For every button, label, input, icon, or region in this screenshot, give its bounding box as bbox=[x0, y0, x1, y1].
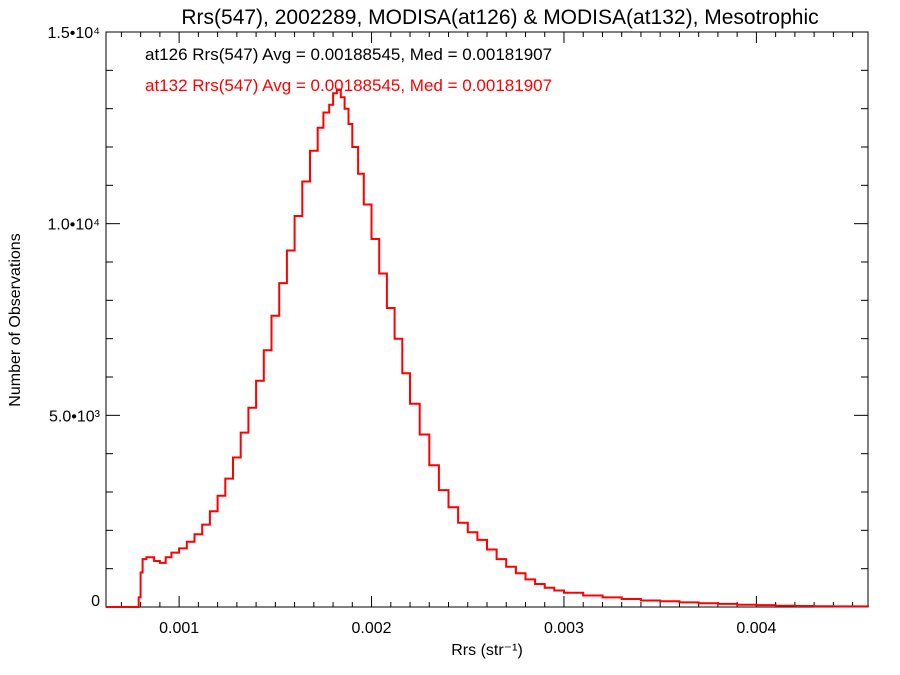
histogram-line-at132 bbox=[106, 88, 869, 608]
x-tick-label: 0.002 bbox=[352, 620, 392, 637]
x-tick-label: 0.003 bbox=[544, 620, 584, 637]
y-tick-label: 5.0•10³ bbox=[49, 408, 101, 425]
y-tick-label: 0 bbox=[91, 593, 100, 610]
y-tick-label: 1.0•10⁴ bbox=[47, 217, 100, 234]
tick-marks bbox=[106, 31, 868, 608]
legend-text-at126: at126 Rrs(547) Avg = 0.00188545, Med = 0… bbox=[145, 45, 552, 64]
x-axis-label: Rrs (str⁻¹) bbox=[451, 642, 523, 659]
legend-text-at132: at132 Rrs(547) Avg = 0.00188545, Med = 0… bbox=[145, 76, 552, 95]
chart-title: Rrs(547), 2002289, MODISA(at126) & MODIS… bbox=[181, 6, 818, 29]
y-axis-label: Number of Observations bbox=[7, 233, 24, 406]
x-tick-label: 0.001 bbox=[159, 620, 199, 637]
x-tick-label: 0.004 bbox=[736, 620, 776, 637]
y-tick-label: 1.5•10⁴ bbox=[47, 25, 100, 42]
tick-labels: 0.001 0.002 0.003 0.004 0 5.0•10³ 1.0•10⁴ 1.5•1… bbox=[47, 25, 776, 637]
plot-frame bbox=[105, 31, 869, 608]
